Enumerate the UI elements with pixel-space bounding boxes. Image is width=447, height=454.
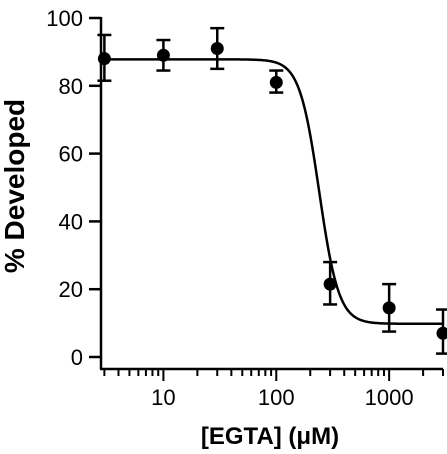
y-tick-label: 60 [59,142,83,167]
data-point [436,326,447,340]
x-axis-ticks [103,369,444,381]
data-point [156,48,170,62]
data-point [323,277,337,291]
data-point [269,75,283,89]
y-tick-label: 20 [59,277,83,302]
x-tick-label: 10 [151,385,175,410]
data-point [210,42,224,56]
tick-labels: 0 20 40 60 80 100 10 100 1000 [46,6,413,410]
x-tick-label: 100 [258,385,295,410]
data-point [97,52,111,66]
fit-curve [101,58,443,326]
y-tick-label: 100 [46,6,83,31]
x-tick-label: 1000 [365,385,414,410]
y-axis-title: % Developed [0,99,30,273]
y-tick-label: 40 [59,209,83,234]
data-points [97,42,447,340]
x-axis-title: [EGTA] (μM) [201,423,339,450]
y-tick-label: 80 [59,74,83,99]
y-axis-ticks [89,16,101,359]
y-tick-label: 0 [71,345,83,370]
data-point [382,301,396,315]
